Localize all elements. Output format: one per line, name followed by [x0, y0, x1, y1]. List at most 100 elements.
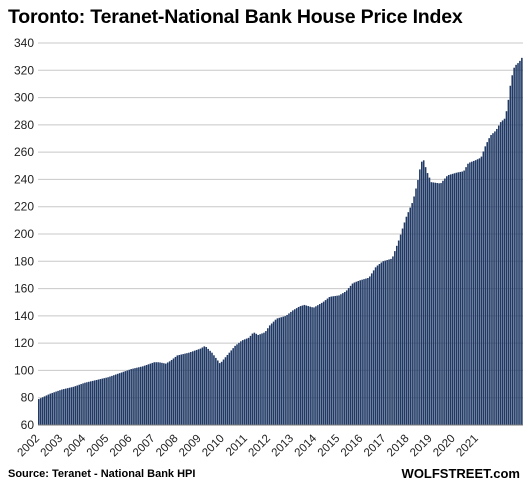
bar	[170, 359, 173, 425]
bar	[480, 156, 483, 425]
bar	[132, 368, 134, 425]
bar	[340, 294, 342, 425]
bar	[444, 178, 446, 425]
bar	[168, 361, 171, 425]
bar	[411, 203, 413, 425]
bar	[89, 381, 92, 425]
bar	[251, 333, 254, 425]
y-tick-label: 180	[14, 254, 34, 268]
bar	[163, 363, 165, 425]
bar	[242, 340, 244, 425]
bar	[382, 261, 385, 425]
bar	[215, 357, 217, 425]
bar	[488, 138, 490, 425]
bar	[330, 296, 333, 425]
bar	[126, 370, 129, 425]
bar	[38, 399, 40, 425]
bar	[401, 228, 404, 425]
bar	[301, 305, 304, 425]
y-tick-label: 100	[14, 363, 34, 377]
bar	[176, 355, 179, 425]
bar	[315, 306, 317, 425]
bar	[122, 371, 125, 425]
bar	[317, 305, 319, 425]
bar	[349, 285, 352, 425]
bar	[195, 349, 198, 425]
bar	[328, 297, 331, 425]
bar	[174, 356, 177, 425]
bar	[113, 375, 115, 425]
bar	[95, 379, 98, 425]
bar	[84, 382, 86, 425]
bar	[103, 378, 106, 425]
bar	[63, 389, 65, 425]
bar	[80, 384, 82, 425]
bar	[193, 350, 196, 425]
bar	[236, 344, 238, 425]
bar	[415, 188, 417, 425]
bar	[270, 323, 273, 425]
bar	[436, 183, 438, 425]
bar	[421, 161, 423, 425]
bar	[257, 334, 259, 425]
bar	[184, 353, 186, 425]
bar	[467, 163, 469, 426]
bar	[57, 390, 59, 425]
bar	[461, 171, 463, 425]
bar	[59, 390, 61, 425]
bar	[449, 174, 452, 425]
bar	[492, 133, 494, 425]
bar	[355, 281, 358, 425]
bar	[240, 341, 242, 425]
bar	[55, 391, 57, 425]
bar	[276, 318, 279, 425]
bar	[232, 348, 234, 425]
x-tick-label: 2020	[431, 433, 458, 460]
bar	[430, 182, 433, 425]
bar	[130, 369, 132, 425]
bar	[507, 99, 510, 425]
bar	[351, 283, 354, 425]
bar	[116, 373, 119, 425]
bar	[124, 371, 127, 425]
bar	[465, 167, 467, 425]
bar	[476, 159, 479, 426]
bar	[432, 182, 435, 425]
bar	[457, 172, 460, 425]
bar	[447, 174, 450, 425]
bar	[51, 392, 54, 425]
bar	[211, 352, 213, 425]
bar	[191, 351, 194, 425]
bar	[499, 122, 502, 425]
y-tick-label: 80	[21, 391, 35, 405]
y-tick-label: 200	[14, 227, 34, 241]
bar	[442, 180, 444, 425]
bar	[490, 135, 492, 426]
bar	[293, 309, 296, 425]
bar	[399, 234, 402, 425]
y-tick-labels: 60 80 100 120 140 160 180 200 220 240 260 280 300 320…	[14, 36, 34, 432]
bar	[120, 372, 123, 425]
bar	[157, 362, 159, 425]
bar	[376, 265, 379, 425]
x-tick-label: 2018	[385, 433, 412, 460]
bar	[426, 173, 429, 425]
bar	[519, 60, 521, 425]
bar	[86, 382, 88, 425]
bar	[199, 348, 202, 425]
source-note: Source: Teranet - National Bank HPI	[8, 468, 196, 480]
bar	[109, 376, 111, 425]
x-tick-label: 2013	[270, 433, 297, 460]
bar	[205, 347, 208, 425]
bar	[188, 352, 190, 425]
bar	[97, 379, 100, 425]
bar	[99, 379, 102, 425]
bar	[272, 321, 275, 425]
bar	[255, 333, 258, 425]
x-tick-label: 2009	[177, 433, 204, 460]
bar	[151, 362, 154, 425]
bar	[372, 270, 375, 425]
bar	[438, 183, 440, 425]
bar	[440, 183, 442, 425]
bar	[49, 393, 52, 425]
